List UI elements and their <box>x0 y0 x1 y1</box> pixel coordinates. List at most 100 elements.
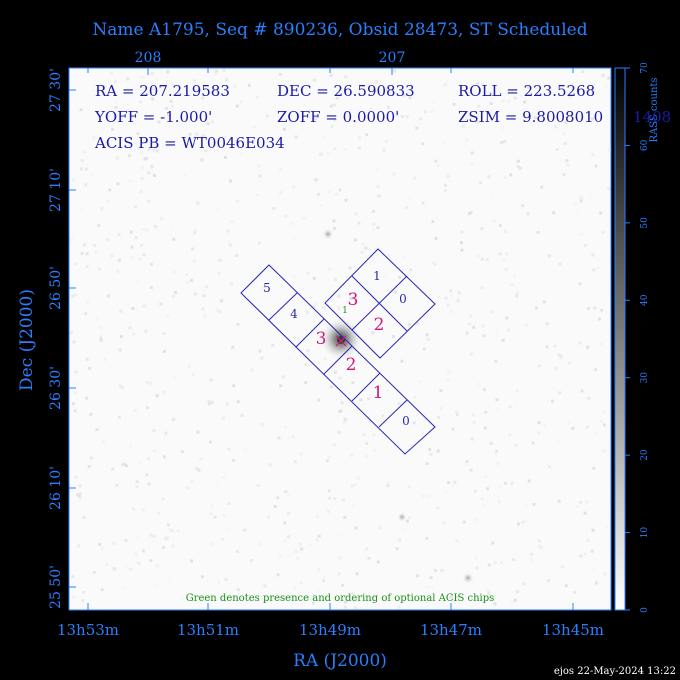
noise-pixel <box>513 96 517 100</box>
noise-pixel <box>591 528 595 532</box>
noise-pixel <box>138 257 142 261</box>
noise-pixel <box>214 72 218 76</box>
noise-pixel <box>498 484 502 488</box>
noise-pixel <box>134 205 138 209</box>
noise-pixel <box>515 294 519 298</box>
noise-pixel <box>273 504 277 508</box>
noise-pixel <box>155 564 159 568</box>
noise-pixel <box>71 575 75 579</box>
noise-pixel <box>122 462 126 466</box>
noise-pixel <box>208 402 212 406</box>
bottom-tick-label: 13h49m <box>299 621 361 639</box>
noise-pixel <box>367 556 371 560</box>
noise-pixel <box>118 109 122 113</box>
noise-pixel <box>129 230 133 234</box>
noise-pixel <box>161 497 165 501</box>
noise-pixel <box>478 382 482 386</box>
noise-pixel <box>256 594 260 598</box>
noise-pixel <box>311 601 315 605</box>
noise-pixel <box>604 85 608 89</box>
noise-pixel <box>119 335 123 339</box>
noise-pixel <box>449 289 453 293</box>
noise-pixel <box>185 280 189 284</box>
noise-pixel <box>341 532 345 536</box>
x-axis-title: RA (J2000) <box>293 651 387 671</box>
noise-pixel <box>82 243 86 247</box>
noise-pixel <box>463 363 467 367</box>
noise-pixel <box>204 236 208 240</box>
noise-pixel <box>490 194 494 198</box>
noise-pixel <box>141 549 145 553</box>
noise-pixel <box>601 470 605 474</box>
noise-pixel <box>467 322 471 326</box>
noise-pixel <box>116 182 120 186</box>
noise-pixel <box>439 389 443 393</box>
noise-pixel <box>76 382 80 386</box>
noise-pixel <box>193 228 197 232</box>
noise-pixel <box>170 104 174 108</box>
noise-pixel <box>487 563 491 567</box>
noise-pixel <box>481 324 485 328</box>
noise-pixel <box>312 276 316 280</box>
noise-pixel <box>341 583 345 587</box>
noise-pixel <box>116 269 120 273</box>
noise-pixel <box>89 412 93 416</box>
noise-pixel <box>322 136 326 140</box>
noise-pixel <box>147 148 151 152</box>
noise-pixel <box>210 504 214 508</box>
noise-pixel <box>495 398 499 402</box>
noise-pixel <box>322 576 326 580</box>
noise-pixel <box>359 398 363 402</box>
noise-pixel <box>142 253 146 257</box>
noise-pixel <box>203 198 207 202</box>
noise-pixel <box>210 401 214 405</box>
noise-pixel <box>340 401 344 405</box>
noise-pixel <box>92 136 96 140</box>
noise-pixel <box>501 338 505 342</box>
noise-pixel <box>222 69 226 73</box>
noise-pixel <box>494 359 498 363</box>
noise-pixel <box>378 526 382 530</box>
noise-pixel <box>99 338 103 342</box>
noise-pixel <box>423 110 427 114</box>
noise-pixel <box>254 464 258 468</box>
noise-pixel <box>446 303 450 307</box>
noise-pixel <box>605 525 609 529</box>
noise-pixel <box>518 166 522 170</box>
chip-label-i2: 2 <box>374 315 385 335</box>
noise-pixel <box>149 167 153 171</box>
noise-pixel <box>287 535 291 539</box>
noise-pixel <box>279 384 283 388</box>
noise-pixel <box>408 96 412 100</box>
noise-pixel <box>578 194 582 198</box>
noise-pixel <box>134 236 138 240</box>
left-tick-label: 27 30' <box>48 68 64 112</box>
noise-pixel <box>357 146 361 150</box>
noise-pixel <box>588 195 592 199</box>
noise-pixel <box>292 185 296 189</box>
noise-pixel <box>451 427 455 431</box>
noise-pixel <box>436 163 440 167</box>
noise-pixel <box>167 523 171 527</box>
noise-pixel <box>90 456 94 460</box>
noise-pixel <box>446 378 450 382</box>
noise-pixel <box>475 82 479 86</box>
noise-pixel <box>320 422 324 426</box>
colorbar-tick-label: 20 <box>640 449 650 461</box>
noise-pixel <box>327 190 331 194</box>
noise-pixel <box>229 243 233 247</box>
roll-value: ROLL = 223.5268 <box>458 82 595 100</box>
noise-pixel <box>327 510 331 514</box>
noise-pixel <box>335 97 339 101</box>
noise-pixel <box>145 406 149 410</box>
noise-pixel <box>160 217 164 221</box>
noise-pixel <box>328 496 332 500</box>
noise-pixel <box>154 250 158 254</box>
noise-pixel <box>402 255 406 259</box>
noise-pixel <box>323 357 327 361</box>
noise-pixel <box>117 415 121 419</box>
noise-pixel <box>578 282 582 286</box>
noise-pixel <box>435 457 439 461</box>
noise-pixel <box>434 159 438 163</box>
noise-pixel <box>557 440 561 444</box>
